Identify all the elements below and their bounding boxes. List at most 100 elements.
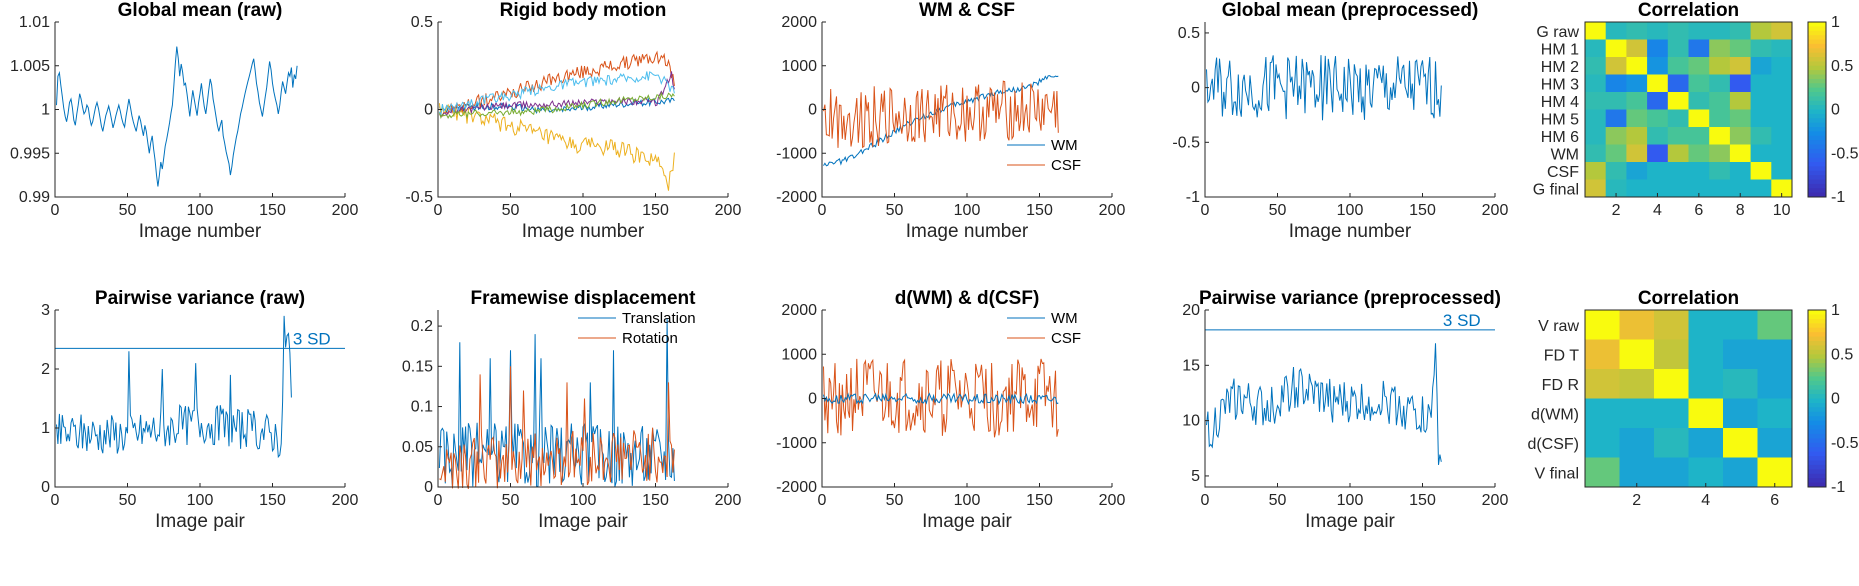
heatmap-cell — [1688, 127, 1710, 145]
legend-label: CSF — [1051, 330, 1081, 347]
heatmap-frame — [1584, 309, 1793, 488]
heatmap-cell — [1750, 144, 1772, 163]
heatmap-cell — [1647, 57, 1669, 75]
heatmap-cell — [1667, 74, 1689, 93]
heatmap-cell — [1626, 144, 1648, 163]
heatmap-cell — [1750, 74, 1772, 93]
heatmap-cell — [1654, 398, 1689, 429]
heatmap-cell — [1771, 57, 1793, 75]
heatmap-cell — [1647, 127, 1669, 145]
colorbar-segment — [1808, 349, 1826, 355]
heatmap-cell — [1750, 57, 1772, 75]
x-tick-label: 2 — [1612, 202, 1621, 219]
x-tick-label: 50 — [886, 202, 904, 219]
colorbar-segment — [1808, 57, 1826, 62]
y-tick-label: 0.99 — [19, 189, 50, 206]
heatmap-cell — [1654, 457, 1689, 488]
heatmap-cell — [1667, 109, 1689, 128]
chart-title: d(WM) & d(CSF) — [895, 288, 1040, 309]
x-tick-label: 4 — [1701, 492, 1710, 509]
colorbar-segment — [1808, 43, 1826, 49]
x-tick-label: 50 — [1269, 202, 1287, 219]
heatmap-cell — [1688, 109, 1710, 128]
heatmap-cell — [1647, 92, 1669, 110]
heatmap-cell — [1771, 39, 1793, 58]
x-tick-label: 100 — [1337, 492, 1364, 509]
row-label: FD T — [1544, 347, 1579, 364]
heatmap-cell — [1647, 39, 1669, 58]
heatmap-cell — [1654, 310, 1689, 340]
x-tick-label: 150 — [642, 492, 669, 509]
heatmap-cell — [1585, 428, 1620, 458]
colorbar-segment — [1808, 157, 1826, 163]
colorbar-frame — [1807, 21, 1827, 198]
heatmap-cell — [1723, 339, 1758, 370]
heatmap-cell — [1709, 144, 1731, 163]
heatmap-cell — [1585, 92, 1607, 110]
heatmap-cell — [1626, 127, 1648, 145]
y-tick-label: 0 — [41, 479, 50, 496]
colorbar-segment — [1808, 175, 1826, 180]
y-tick-label: 0.1 — [411, 399, 433, 416]
series-line-pairwise-variance-preprocessed — [1206, 343, 1442, 465]
heatmap-cell — [1729, 162, 1752, 180]
heatmap-cell — [1667, 92, 1689, 110]
heatmap-cell — [1585, 369, 1620, 399]
x-axis-label: Image pair — [155, 511, 245, 532]
y-tick-label: 0 — [1191, 80, 1200, 97]
x-tick-label: 100 — [570, 492, 597, 509]
heatmap-cell — [1605, 127, 1627, 145]
colorbar-segment — [1808, 92, 1826, 97]
x-tick-label: 150 — [1026, 492, 1053, 509]
x-tick-label: 100 — [1337, 202, 1364, 219]
heatmap-cell — [1585, 74, 1607, 93]
heatmap-cell — [1688, 162, 1710, 180]
colorbar-segment — [1808, 100, 1826, 106]
heatmap-cell — [1605, 22, 1627, 40]
series-line-hm-3 — [438, 103, 675, 191]
colorbar-segment — [1808, 407, 1826, 413]
colorbar-segment — [1808, 118, 1826, 124]
colorbar-segment — [1808, 192, 1826, 198]
heatmap-cell — [1688, 369, 1724, 399]
heatmap-cell — [1585, 127, 1607, 145]
colorbar-segment — [1808, 464, 1826, 470]
heatmap-cell — [1585, 144, 1607, 163]
row-label: HM 2 — [1541, 59, 1579, 76]
heatmap-cell — [1757, 428, 1793, 458]
row-label: G raw — [1536, 24, 1579, 41]
colorbar-segment — [1808, 482, 1826, 488]
colorbar-segment — [1808, 433, 1826, 439]
heatmap-cell — [1626, 22, 1648, 40]
heatmap-cell — [1729, 144, 1752, 163]
row-label: V final — [1535, 465, 1579, 482]
y-tick-label: -0.5 — [405, 189, 433, 206]
colorbar-tick-label: 1 — [1831, 14, 1840, 31]
colorbar-segment — [1808, 162, 1826, 167]
x-tick-label: 150 — [1409, 202, 1436, 219]
heatmap-cell — [1709, 162, 1731, 180]
x-tick-label: 50 — [502, 492, 520, 509]
colorbar-segment — [1808, 122, 1826, 128]
heatmap-cell — [1688, 179, 1710, 198]
heatmap-cell — [1626, 74, 1648, 93]
colorbar-tick-label: 0 — [1831, 391, 1840, 408]
series-line-hm-6 — [438, 71, 675, 116]
heatmap-cell — [1605, 179, 1627, 198]
x-tick-label: 50 — [1269, 492, 1287, 509]
heatmap-cell — [1619, 310, 1655, 340]
legend-label: Translation — [622, 310, 696, 327]
colorbar-tick-label: 1 — [1831, 302, 1840, 319]
heatmap-cell — [1585, 310, 1620, 340]
heatmap-cell — [1667, 179, 1689, 198]
y-tick-label: 0 — [424, 479, 433, 496]
y-tick-label: 0.995 — [10, 145, 50, 162]
heatmap-cell — [1647, 74, 1669, 93]
heatmap-cell — [1619, 457, 1655, 488]
x-tick-label: 200 — [1099, 202, 1126, 219]
x-tick-label: 50 — [886, 492, 904, 509]
heatmap-cell — [1723, 457, 1758, 488]
colorbar-segment — [1808, 416, 1826, 422]
colorbar-segment — [1808, 78, 1826, 84]
